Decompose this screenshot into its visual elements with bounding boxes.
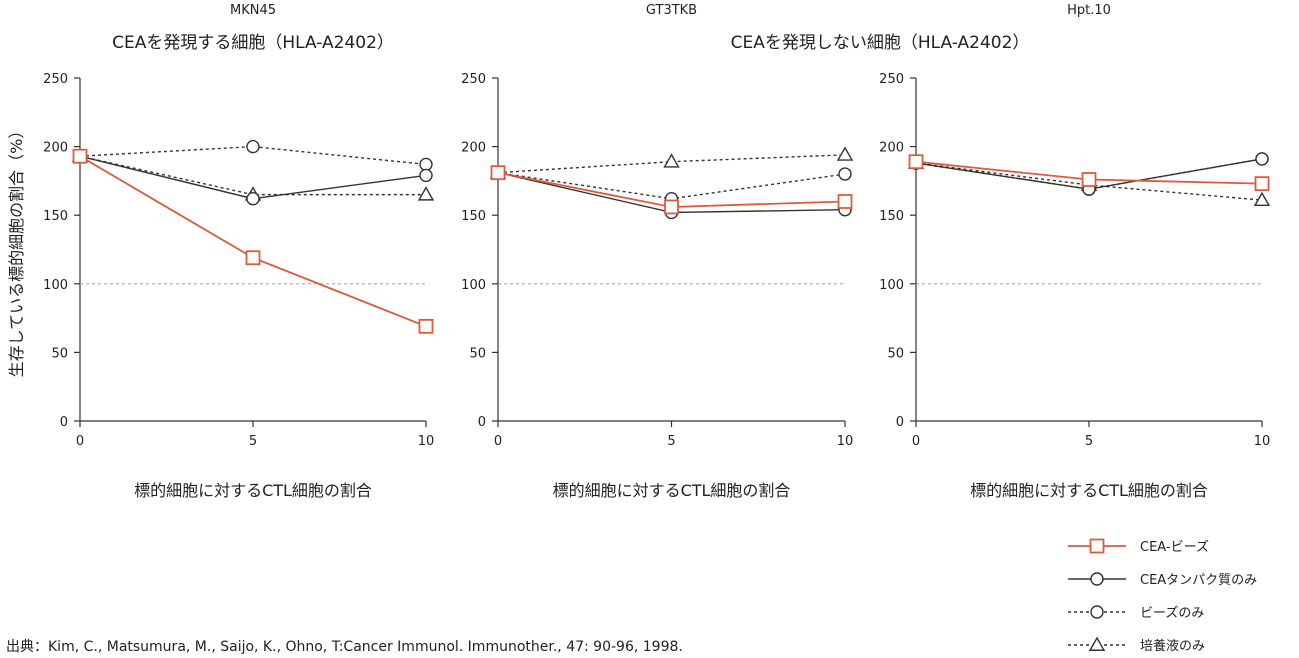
series-point-2 [246,139,260,154]
x-tick-label: 0 [912,434,920,449]
panel-title: GT3TKB [646,3,697,18]
x-tick-label: 5 [1085,434,1093,449]
legend-label: 培養液のみ [1140,638,1205,654]
series-point-3 [836,146,854,161]
y-axis-label: 生存している標的細胞の割合（%） [7,123,26,378]
series-point-0 [418,318,434,334]
y-tick-label: 0 [478,415,486,430]
y-tick-label: 200 [879,141,904,156]
series-point-0 [245,250,261,266]
legend-marker [1090,572,1104,586]
y-tick-label: 150 [43,209,68,224]
x-tick-label: 10 [1254,434,1271,449]
group-title-non-expressing: CEAを発現しない細胞（HLA-A2402） [731,33,1030,53]
panel-title: Hpt.10 [1067,3,1111,18]
y-tick-label: 100 [43,278,68,293]
y-tick-label: 200 [43,141,68,156]
legend-label: CEAタンパク質のみ [1140,573,1257,588]
series-point-2 [838,167,852,181]
panel-0: MKN45 0 50 100 150 200 250 0 5 10 標的細胞に対するCTL細胞の割合 [43,3,434,500]
y-tick-label: 50 [887,346,904,361]
series-point-0 [837,194,853,209]
series-point-0 [490,165,506,181]
series-point-3 [663,153,680,168]
group-title-expressing: CEAを発現する細胞（HLA-A2402） [112,33,394,53]
source-citation: 出典：Kim, C., Matsumura, M., Saijo, K., Oh… [6,639,683,655]
legend-marker [1090,605,1104,619]
panel-2: Hpt.10 0 50 100 150 200 250 0 5 10 標的細胞に対するCTL細胞の割… [879,3,1270,500]
y-tick-label: 250 [879,72,904,87]
x-tick-label: 0 [494,434,502,449]
series-point-2 [419,157,433,172]
series-point-0 [72,148,88,164]
series-point-1 [246,192,260,206]
y-tick-label: 250 [43,72,68,87]
x-axis-label: 標的細胞に対するCTL細胞の割合 [553,481,791,500]
y-tick-label: 150 [879,209,904,224]
y-tick-label: 250 [461,72,486,87]
y-tick-label: 100 [879,278,904,293]
y-tick-label: 50 [51,346,68,361]
y-tick-label: 200 [461,141,486,156]
series-point-0 [908,154,924,170]
y-tick-label: 0 [896,415,904,430]
y-tick-label: 150 [461,209,486,224]
series-point-3 [1253,191,1271,207]
y-tick-label: 100 [461,278,486,293]
panel-1: GT3TKB 0 50 100 150 200 250 0 5 10 標的細胞に対するCTL細胞の割… [461,3,853,500]
x-axis-label: 標的細胞に対するCTL細胞の割合 [970,481,1208,500]
panel-title: MKN45 [230,3,276,18]
series-line-3 [497,154,846,174]
x-axis-label: 標的細胞に対するCTL細胞の割合 [134,481,372,500]
legend-marker [1089,538,1105,554]
x-tick-label: 5 [667,434,675,449]
series-point-1 [419,168,433,183]
y-tick-label: 0 [60,415,68,430]
x-tick-label: 0 [76,434,84,449]
y-tick-label: 50 [469,346,486,361]
x-tick-label: 10 [418,434,435,449]
legend-label: ビーズのみ [1140,605,1204,621]
series-line-2 [79,145,427,166]
series-point-1 [1255,152,1269,166]
legend-label: CEA-ビーズ [1140,539,1209,555]
series-point-0 [664,199,679,215]
series-point-0 [1081,172,1097,187]
series-point-0 [1254,176,1270,192]
series-point-3 [417,186,435,201]
x-tick-label: 5 [249,434,257,449]
legend-marker [1088,636,1106,651]
x-tick-label: 10 [837,434,854,449]
